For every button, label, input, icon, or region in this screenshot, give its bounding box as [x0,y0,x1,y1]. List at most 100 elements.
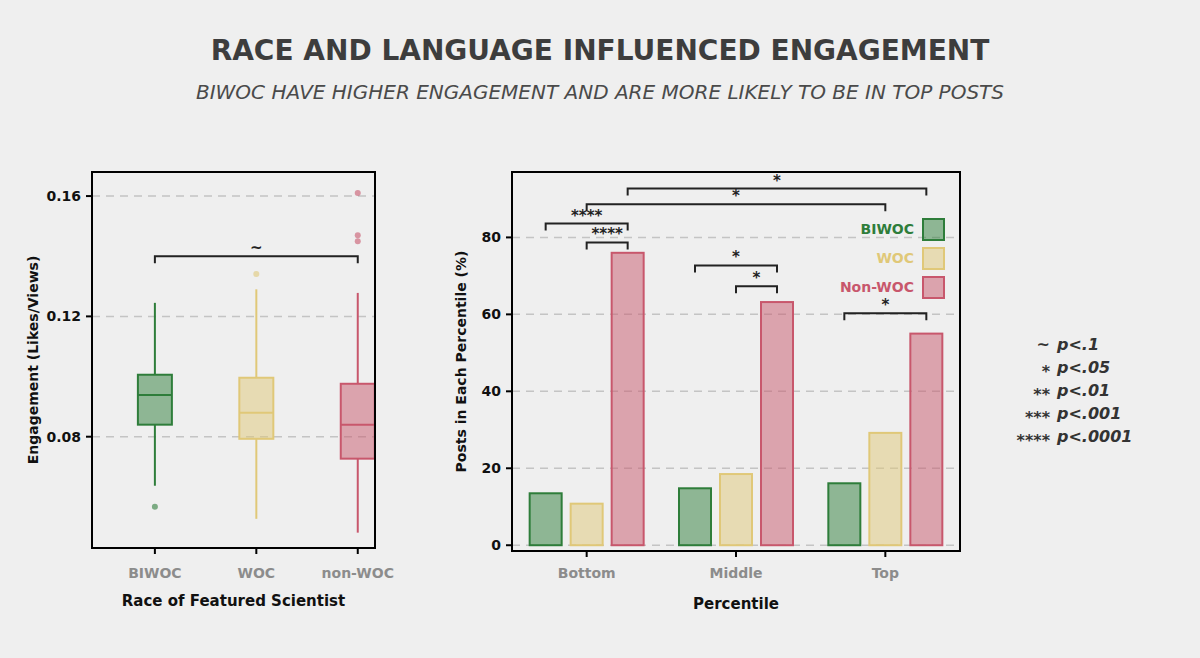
x-axis-label: Race of Featured Scientist [122,592,345,610]
bracket-line [628,189,927,196]
y-tick-label: 40 [482,383,502,399]
x-tick [255,548,257,554]
legend-label: WOC [876,250,914,266]
bar [679,488,711,545]
bracket-label: ~ [250,239,263,257]
legend-swatch [923,248,944,269]
x-tick [735,551,737,557]
y-axis-label: Posts in Each Percentile (%) [453,251,469,473]
key-symbol: ~ [1037,335,1050,354]
plot-frame [92,172,375,548]
y-tick-label: 0.12 [46,308,81,324]
significance-bracket [587,242,628,249]
legend-label: BIWOC [861,221,915,237]
bracket-line [155,256,358,263]
y-tick-label: 0 [491,537,501,553]
y-axis-label: Engagement (Likes/Views) [25,256,41,465]
whisker-high [154,303,156,375]
bar [720,474,752,545]
y-tick-label: 20 [482,460,502,476]
significance-key: ~ p<.1 * p<.05 ** p<.01 *** p<.001 **** p<.0001 [1017,335,1133,450]
key-label: p<.1 [1056,335,1099,354]
outlier [355,232,361,238]
key-label: p<.001 [1056,404,1121,423]
box-iqr [138,375,172,425]
x-tick [586,551,588,557]
significance-bracket [587,204,886,211]
bracket-line [695,265,777,272]
whisker-low [255,439,257,519]
bar [828,483,860,545]
bar [571,504,603,546]
page: Race and language influenced engagement … [0,0,1200,658]
key-label: p<.05 [1056,358,1110,377]
box-iqr [341,384,375,459]
box-median [239,412,273,414]
whisker-high [357,293,359,384]
legend: BIWOC WOC Non-WOC [840,219,944,298]
x-tick-label: BIWOC [128,565,182,581]
y-tick-label: 60 [482,306,502,322]
grid-line [92,436,375,438]
significance-bracket [155,256,358,263]
y-tick [86,436,92,438]
key-label: p<.01 [1056,381,1110,400]
grid-line [92,316,375,318]
key-label: p<.0001 [1056,427,1132,446]
key-symbol: * [1042,362,1051,381]
legend-label: Non-WOC [840,279,914,295]
bar [761,302,793,545]
y-tick [506,390,512,392]
outlier [253,271,259,277]
box-median [341,424,375,426]
whisker-low [154,425,156,486]
outlier [355,190,361,196]
title: RACE AND LANGUAGE INFLUENCED ENGAGEMENT [211,34,990,67]
outlier [152,504,158,510]
bracket-label: * [732,187,740,205]
outlier [355,238,361,244]
bracket-line [844,313,926,320]
whisker-high [255,289,257,377]
bracket-label: * [881,296,889,314]
key-symbol: *** [1025,408,1051,427]
x-tick [357,548,359,554]
significance-bracket [844,313,926,320]
box-iqr [239,378,273,439]
boxes [138,190,375,533]
x-tick [154,548,156,554]
x-tick-label: Middle [709,565,762,581]
x-tick [884,551,886,557]
x-axis-label: Percentile [693,595,779,613]
bar [910,334,942,546]
legend-swatch [923,219,944,240]
y-tick [506,544,512,546]
bar [612,253,644,545]
background [0,0,1200,658]
bar [869,433,901,545]
y-tick-label: 0.08 [46,429,81,445]
x-tick-label: Top [872,565,899,581]
x-tick-label: Bottom [558,565,616,581]
y-tick [506,467,512,469]
page-body: {"header": {"title": "RACE AND LANGUAGE … [0,0,1200,658]
bracket-label: **** [591,225,623,243]
bracket-label: * [732,248,740,266]
bracket-line [587,242,628,249]
y-tick [506,313,512,315]
y-tick-label: 0.16 [46,188,81,204]
key-symbol: **** [1017,431,1051,450]
bars [530,253,943,545]
bar [530,493,562,545]
significance-bracket [695,265,777,272]
chart-canvas: RACE AND LANGUAGE INFLUENCED ENGAGEMENT B… [0,0,1200,658]
key-symbol: ** [1033,385,1050,404]
box-median [138,394,172,396]
subtitle: BIWOC HAVE HIGHER ENGAGEMENT AND ARE MOR… [196,80,1004,104]
significance-bracket [736,286,777,293]
bracket-label: * [773,172,781,190]
bracket-line [736,286,777,293]
y-tick [506,236,512,238]
legend-swatch [923,277,944,298]
y-tick-label: 80 [482,229,502,245]
